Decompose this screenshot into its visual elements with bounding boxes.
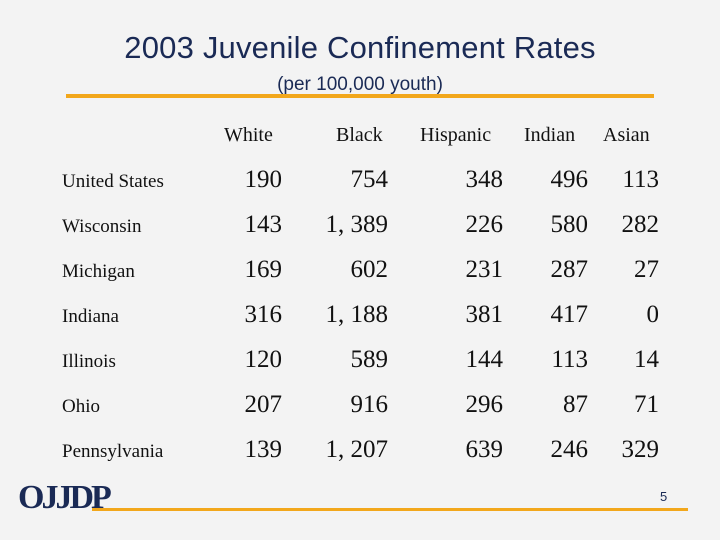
bottom-divider	[92, 508, 688, 511]
table-cell: 246	[550, 436, 589, 463]
table-cell: 602	[350, 256, 389, 283]
table-cell: 754	[350, 166, 389, 193]
table-cell: 144	[465, 346, 504, 373]
table-cell: 589	[350, 346, 389, 373]
table-cell: 113	[551, 346, 588, 373]
table-cell: 27	[634, 256, 659, 283]
table-cell: 71	[634, 391, 659, 418]
table-header-white: White	[224, 124, 273, 146]
table-cell: 296	[465, 391, 504, 418]
table-cell: 348	[465, 166, 504, 193]
table-cell: 169	[244, 256, 283, 283]
table-cell: 190	[244, 166, 283, 193]
top-divider	[66, 94, 654, 98]
table-cell: 143	[244, 211, 283, 238]
table-cell: 496	[550, 166, 589, 193]
row-label: Ohio	[62, 396, 100, 417]
row-label: Indiana	[62, 306, 119, 327]
table-header-indian: Indian	[524, 124, 576, 146]
table-cell: 226	[465, 211, 504, 238]
table-header-hispanic: Hispanic	[420, 124, 492, 146]
table-cell: 1, 207	[325, 436, 389, 463]
table-cell: 1, 188	[325, 301, 389, 328]
table-cell: 14	[634, 346, 659, 373]
table-cell: 207	[244, 391, 283, 418]
ojjdp-logo: OJJDP	[18, 479, 112, 516]
table-cell: 381	[465, 301, 504, 328]
table-cell: 639	[465, 436, 504, 463]
slide-title: 2003 Juvenile Confinement Rates	[124, 30, 596, 65]
table-cell: 139	[244, 436, 283, 463]
table-cell: 0	[646, 301, 660, 328]
table-cell: 417	[550, 301, 589, 328]
table-cell: 580	[550, 211, 589, 238]
table-cell: 87	[563, 391, 588, 418]
row-label: Michigan	[62, 261, 135, 282]
table-cell: 329	[621, 436, 660, 463]
row-label: United States	[62, 171, 164, 192]
page-number: 5	[660, 489, 668, 504]
table-header-black: Black	[336, 124, 383, 146]
table-cell: 287	[550, 256, 589, 283]
table-header-asian: Asian	[603, 124, 650, 146]
row-label: Wisconsin	[62, 216, 142, 237]
row-label: Pennsylvania	[62, 441, 164, 462]
table-cell: 231	[465, 256, 504, 283]
table-cell: 316	[244, 301, 283, 328]
row-label: Illinois	[62, 351, 116, 372]
table-cell: 916	[350, 391, 389, 418]
slide-subtitle: (per 100,000 youth)	[277, 74, 443, 95]
table-cell: 113	[622, 166, 659, 193]
table-cell: 282	[621, 211, 660, 238]
table-cell: 1, 389	[325, 211, 389, 238]
table-cell: 120	[244, 346, 283, 373]
